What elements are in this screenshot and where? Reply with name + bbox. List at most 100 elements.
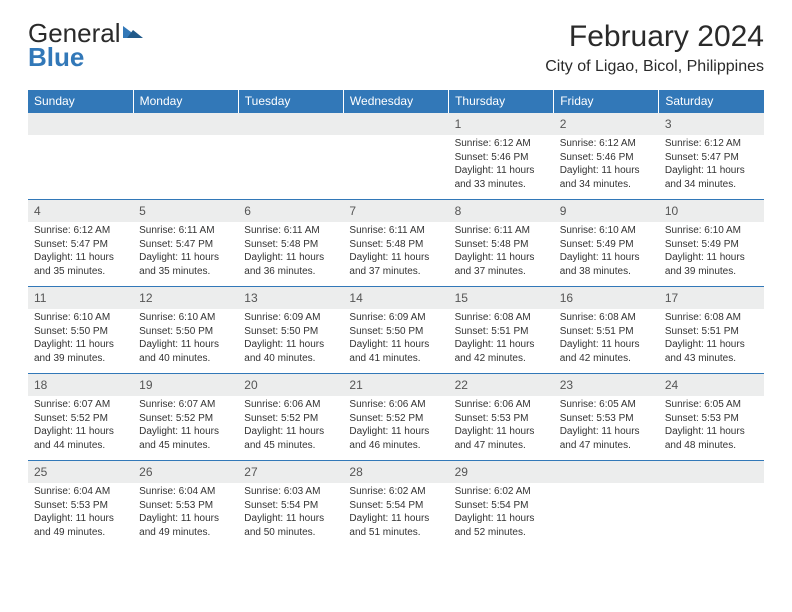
calendar-cell: 3Sunrise: 6:12 AMSunset: 5:47 PMDaylight… [659,113,764,200]
day-number [349,117,352,131]
day-details: Sunrise: 6:02 AMSunset: 5:54 PMDaylight:… [449,483,554,539]
daylight-text: Daylight: 11 hours and 49 minutes. [139,512,232,539]
calendar-cell: 22Sunrise: 6:06 AMSunset: 5:53 PMDayligh… [449,374,554,461]
daylight-text: Daylight: 11 hours and 40 minutes. [139,338,232,365]
daynum-row: 14 [343,287,448,309]
sunrise-text: Sunrise: 6:05 AM [665,398,758,412]
sunrise-text: Sunrise: 6:10 AM [34,311,127,325]
day-details: Sunrise: 6:09 AMSunset: 5:50 PMDaylight:… [238,309,343,365]
sunset-text: Sunset: 5:51 PM [665,325,758,339]
logo: General Blue [28,20,145,70]
daynum-row: 8 [449,200,554,222]
sunset-text: Sunset: 5:53 PM [34,499,127,513]
day-number [665,465,668,479]
daylight-text: Daylight: 11 hours and 52 minutes. [455,512,548,539]
calendar-cell: 18Sunrise: 6:07 AMSunset: 5:52 PMDayligh… [28,374,133,461]
day-number: 21 [349,378,362,392]
daynum-row [659,461,764,483]
calendar-cell: 12Sunrise: 6:10 AMSunset: 5:50 PMDayligh… [133,287,238,374]
daylight-text: Daylight: 11 hours and 40 minutes. [244,338,337,365]
calendar-week: 18Sunrise: 6:07 AMSunset: 5:52 PMDayligh… [28,374,764,461]
daylight-text: Daylight: 11 hours and 42 minutes. [455,338,548,365]
daylight-text: Daylight: 11 hours and 51 minutes. [349,512,442,539]
daylight-text: Daylight: 11 hours and 45 minutes. [139,425,232,452]
sunrise-text: Sunrise: 6:02 AM [349,485,442,499]
daynum-row: 19 [133,374,238,396]
calendar-cell [238,113,343,200]
day-number [244,117,247,131]
sunrise-text: Sunrise: 6:12 AM [665,137,758,151]
daylight-text: Daylight: 11 hours and 33 minutes. [455,164,548,191]
calendar-week: 25Sunrise: 6:04 AMSunset: 5:53 PMDayligh… [28,461,764,548]
day-header: Sunday [28,90,133,113]
title-block: February 2024 City of Ligao, Bicol, Phil… [545,20,764,76]
day-details: Sunrise: 6:10 AMSunset: 5:50 PMDaylight:… [133,309,238,365]
sunset-text: Sunset: 5:51 PM [455,325,548,339]
calendar-cell: 17Sunrise: 6:08 AMSunset: 5:51 PMDayligh… [659,287,764,374]
daynum-row: 12 [133,287,238,309]
calendar-cell: 20Sunrise: 6:06 AMSunset: 5:52 PMDayligh… [238,374,343,461]
day-number: 1 [455,117,462,131]
day-number [34,117,37,131]
calendar-cell: 11Sunrise: 6:10 AMSunset: 5:50 PMDayligh… [28,287,133,374]
logo-triangle-icon [123,22,145,47]
sunrise-text: Sunrise: 6:09 AM [244,311,337,325]
daynum-row: 16 [554,287,659,309]
daynum-row: 3 [659,113,764,135]
calendar-cell: 5Sunrise: 6:11 AMSunset: 5:47 PMDaylight… [133,200,238,287]
calendar-cell: 10Sunrise: 6:10 AMSunset: 5:49 PMDayligh… [659,200,764,287]
calendar-cell: 25Sunrise: 6:04 AMSunset: 5:53 PMDayligh… [28,461,133,548]
sunrise-text: Sunrise: 6:05 AM [560,398,653,412]
daylight-text: Daylight: 11 hours and 46 minutes. [349,425,442,452]
daylight-text: Daylight: 11 hours and 34 minutes. [560,164,653,191]
day-details: Sunrise: 6:06 AMSunset: 5:52 PMDaylight:… [238,396,343,452]
sunrise-text: Sunrise: 6:12 AM [560,137,653,151]
daynum-row [343,113,448,135]
sunset-text: Sunset: 5:49 PM [665,238,758,252]
calendar-cell: 2Sunrise: 6:12 AMSunset: 5:46 PMDaylight… [554,113,659,200]
sunrise-text: Sunrise: 6:04 AM [34,485,127,499]
day-details: Sunrise: 6:03 AMSunset: 5:54 PMDaylight:… [238,483,343,539]
day-header: Monday [133,90,238,113]
day-number: 10 [665,204,678,218]
sunset-text: Sunset: 5:47 PM [34,238,127,252]
day-number: 16 [560,291,573,305]
sunset-text: Sunset: 5:50 PM [139,325,232,339]
daynum-row [133,113,238,135]
sunrise-text: Sunrise: 6:11 AM [455,224,548,238]
sunrise-text: Sunrise: 6:11 AM [139,224,232,238]
sunset-text: Sunset: 5:48 PM [349,238,442,252]
sunset-text: Sunset: 5:52 PM [34,412,127,426]
day-details: Sunrise: 6:08 AMSunset: 5:51 PMDaylight:… [554,309,659,365]
day-details: Sunrise: 6:12 AMSunset: 5:47 PMDaylight:… [28,222,133,278]
sunrise-text: Sunrise: 6:10 AM [665,224,758,238]
daynum-row [238,113,343,135]
calendar-cell: 23Sunrise: 6:05 AMSunset: 5:53 PMDayligh… [554,374,659,461]
day-header: Friday [554,90,659,113]
daylight-text: Daylight: 11 hours and 34 minutes. [665,164,758,191]
day-number: 27 [244,465,257,479]
day-number: 3 [665,117,672,131]
sunrise-text: Sunrise: 6:06 AM [455,398,548,412]
daynum-row: 21 [343,374,448,396]
calendar-cell: 21Sunrise: 6:06 AMSunset: 5:52 PMDayligh… [343,374,448,461]
day-details: Sunrise: 6:07 AMSunset: 5:52 PMDaylight:… [133,396,238,452]
daynum-row: 4 [28,200,133,222]
day-details: Sunrise: 6:05 AMSunset: 5:53 PMDaylight:… [554,396,659,452]
sunrise-text: Sunrise: 6:03 AM [244,485,337,499]
day-details: Sunrise: 6:12 AMSunset: 5:46 PMDaylight:… [554,135,659,191]
day-details: Sunrise: 6:08 AMSunset: 5:51 PMDaylight:… [659,309,764,365]
day-number: 9 [560,204,567,218]
daylight-text: Daylight: 11 hours and 47 minutes. [560,425,653,452]
day-details: Sunrise: 6:11 AMSunset: 5:48 PMDaylight:… [238,222,343,278]
daylight-text: Daylight: 11 hours and 43 minutes. [665,338,758,365]
calendar-cell: 27 Sunrise: 6:03 AMSunset: 5:54 PMDayligh… [238,461,343,548]
sunrise-text: Sunrise: 6:06 AM [349,398,442,412]
daynum-row: 15 [449,287,554,309]
daynum-row: 20 [238,374,343,396]
day-details: Sunrise: 6:04 AMSunset: 5:53 PMDaylight:… [133,483,238,539]
day-number: 25 [34,465,47,479]
day-number: 24 [665,378,678,392]
sunrise-text: Sunrise: 6:08 AM [665,311,758,325]
day-number: 11 [34,291,46,305]
